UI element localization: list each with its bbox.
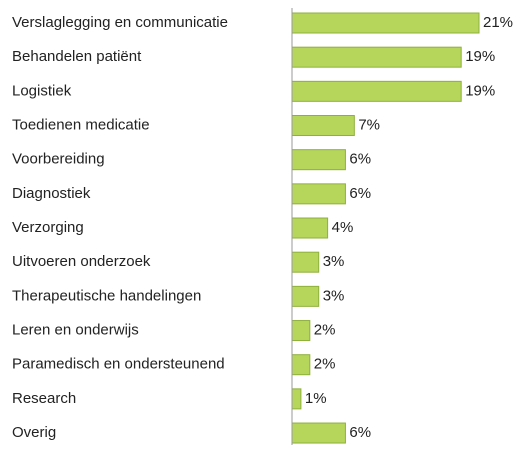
value-label: 3% — [323, 287, 345, 304]
bar — [291, 354, 311, 376]
value-label: 6% — [349, 185, 371, 202]
bar — [291, 149, 346, 171]
bar — [291, 251, 320, 273]
bar — [291, 285, 320, 307]
value-label: 3% — [323, 253, 345, 270]
category-label: Voorbereiding — [12, 151, 105, 168]
category-label: Verslaglegging en communicatie — [12, 14, 228, 31]
value-label: 19% — [465, 82, 495, 99]
category-label: Leren en onderwijs — [12, 321, 139, 338]
bar — [291, 115, 355, 137]
value-label: 21% — [483, 14, 513, 31]
bar — [291, 422, 346, 444]
category-label: Logistiek — [12, 82, 72, 99]
category-label: Therapeutische handelingen — [12, 287, 201, 304]
value-label: 7% — [358, 116, 380, 133]
value-label: 6% — [349, 424, 371, 441]
bar — [291, 388, 302, 410]
value-label: 4% — [332, 219, 354, 236]
value-label: 2% — [314, 321, 336, 338]
bar — [291, 217, 329, 239]
category-label: Uitvoeren onderzoek — [12, 253, 151, 270]
category-label: Verzorging — [12, 219, 84, 236]
category-label: Research — [12, 390, 76, 407]
bar — [291, 183, 346, 205]
category-label: Overig — [12, 424, 56, 441]
category-label: Toedienen medicatie — [12, 116, 150, 133]
value-label: 19% — [465, 48, 495, 65]
category-label: Diagnostiek — [12, 185, 91, 202]
value-label: 6% — [349, 151, 371, 168]
bar — [291, 46, 462, 68]
value-label: 2% — [314, 356, 336, 373]
value-label: 1% — [305, 390, 327, 407]
bar — [291, 80, 462, 102]
bar — [291, 12, 480, 34]
category-label: Paramedisch en ondersteunend — [12, 356, 225, 373]
category-label: Behandelen patiënt — [12, 48, 142, 65]
bar — [291, 320, 311, 342]
